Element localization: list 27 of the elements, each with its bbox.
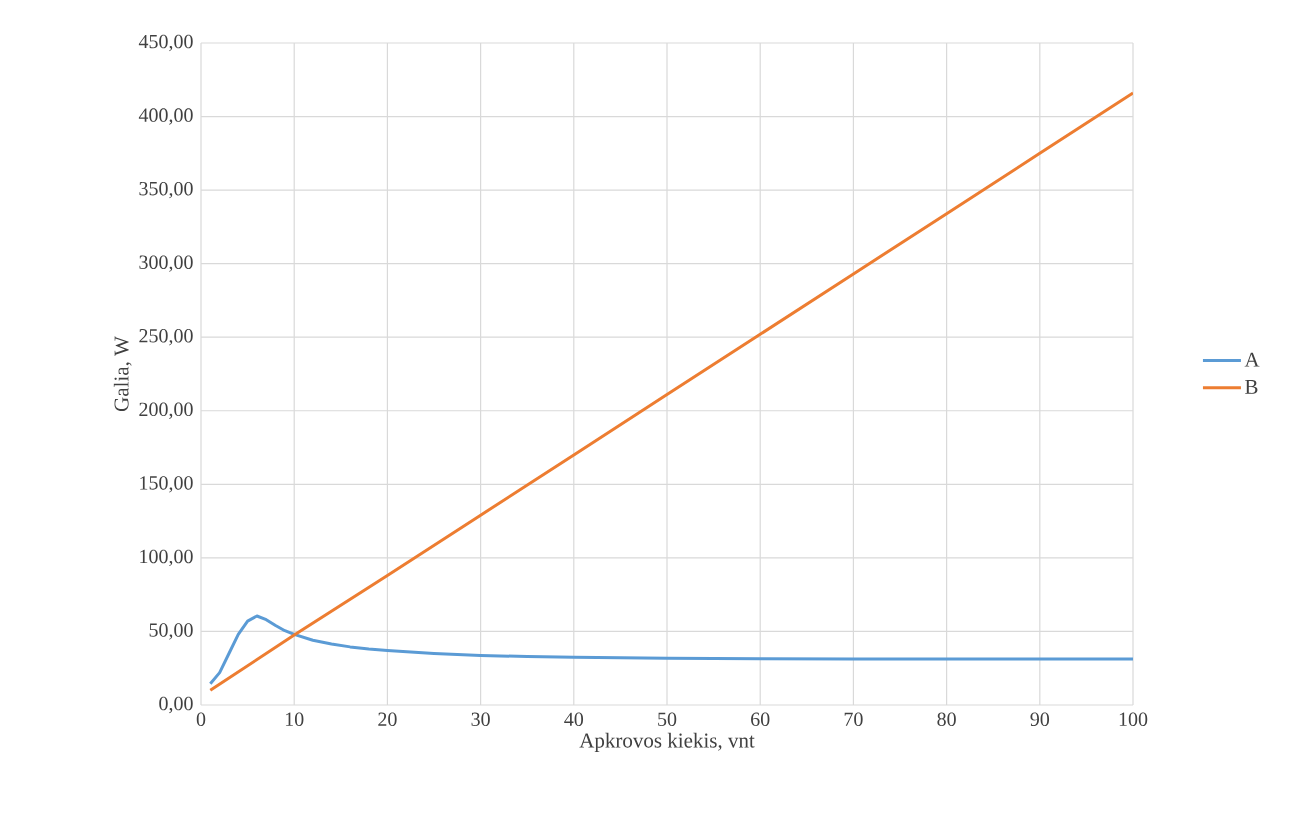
y-tick-label: 450,00 bbox=[138, 34, 193, 52]
y-tick-label: 300,00 bbox=[139, 255, 193, 272]
y-tick-label: 150,00 bbox=[140, 476, 193, 493]
x-tick-label: 60 bbox=[751, 712, 770, 727]
x-tick-label: 50 bbox=[658, 712, 677, 727]
y-tick-label: 0,00 bbox=[159, 696, 193, 714]
x-tick-label: 80 bbox=[937, 712, 956, 727]
x-tick-label: 0 bbox=[196, 712, 206, 727]
y-tick-label: 400,00 bbox=[138, 108, 193, 125]
x-tick-label: 20 bbox=[378, 712, 397, 727]
line-series bbox=[208, 614, 1134, 686]
x-tick-label: 90 bbox=[1030, 712, 1050, 727]
y-tick-label: 100,00 bbox=[140, 549, 193, 567]
y-axis-title: Galia, W bbox=[113, 336, 132, 412]
x-tick-label: 30 bbox=[471, 712, 490, 727]
y-tick-label: 50,00 bbox=[149, 623, 193, 640]
x-tick-label: 100 bbox=[1119, 712, 1148, 727]
x-tick-label: 10 bbox=[285, 712, 304, 727]
legend-label: B bbox=[1245, 380, 1258, 394]
x-tick-label: 40 bbox=[564, 712, 584, 727]
y-tick-label: 350,00 bbox=[139, 181, 193, 199]
legend-label: A bbox=[1244, 352, 1260, 367]
x-axis-title: Apkrovos kiekis, vnt bbox=[579, 732, 755, 752]
y-tick-label: 200,00 bbox=[139, 402, 193, 419]
y-tick-label: 250,00 bbox=[139, 329, 193, 346]
line-series bbox=[208, 91, 1134, 692]
x-tick-label: 70 bbox=[844, 712, 863, 727]
